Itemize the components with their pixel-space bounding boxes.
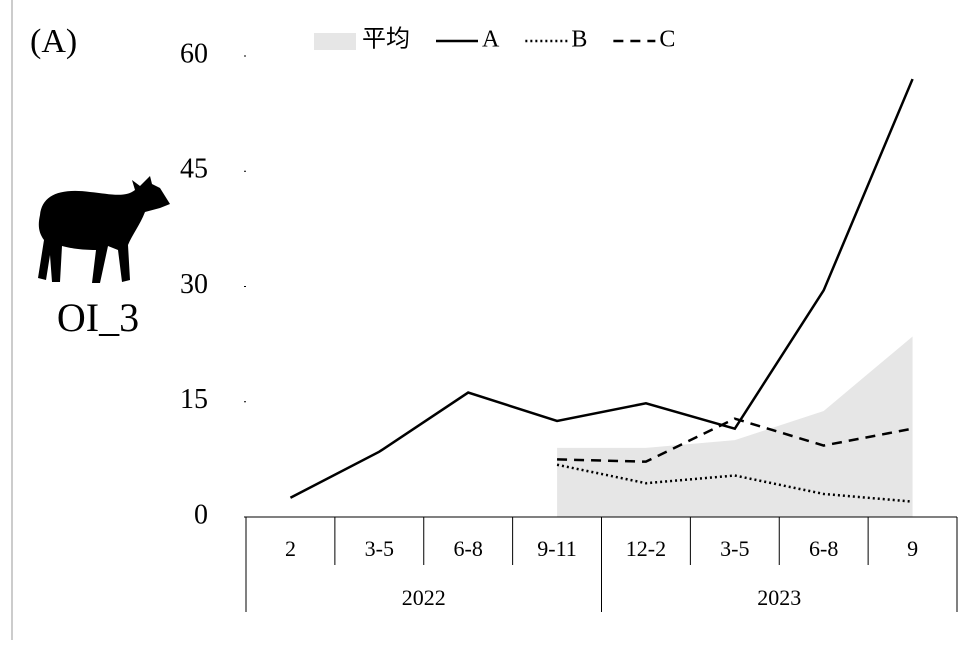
x-tick-label: 9-11 xyxy=(537,536,577,561)
subject-label: OI_3 xyxy=(57,295,139,340)
x-tick-label: 12-2 xyxy=(626,536,666,561)
x-tick-label: 3-5 xyxy=(365,536,394,561)
panel-label: (A) xyxy=(30,23,77,60)
x-tick-label: 3-5 xyxy=(720,536,749,561)
legend-item: B xyxy=(525,27,587,53)
line xyxy=(556,463,913,503)
x-tick-label: 6-8 xyxy=(809,536,838,561)
y-tick-label: 15 xyxy=(180,384,208,415)
legend-label: B xyxy=(571,27,587,53)
y-tick-label: 0 xyxy=(194,499,208,530)
animal-silhouette xyxy=(38,176,170,283)
legend-item: C xyxy=(613,27,675,53)
line xyxy=(557,417,913,463)
x-tick-label: 6-8 xyxy=(454,536,483,561)
legend-item: 平均 xyxy=(314,26,410,53)
legend-label: 平均 xyxy=(362,26,410,53)
x-tick-label: 9 xyxy=(907,536,918,561)
x-group-label: 2023 xyxy=(757,585,801,610)
area xyxy=(557,336,913,517)
x-group-label: 2022 xyxy=(402,585,446,610)
legend-label: A xyxy=(482,27,500,53)
y-tick-label: 60 xyxy=(180,38,208,69)
legend-label: C xyxy=(659,27,675,53)
x-tick-label: 2 xyxy=(285,536,296,561)
legend-swatch xyxy=(314,33,356,50)
legend-item: A xyxy=(436,27,500,53)
line xyxy=(289,78,914,499)
y-tick-label: 30 xyxy=(180,269,208,300)
y-tick-label: 45 xyxy=(180,154,208,185)
